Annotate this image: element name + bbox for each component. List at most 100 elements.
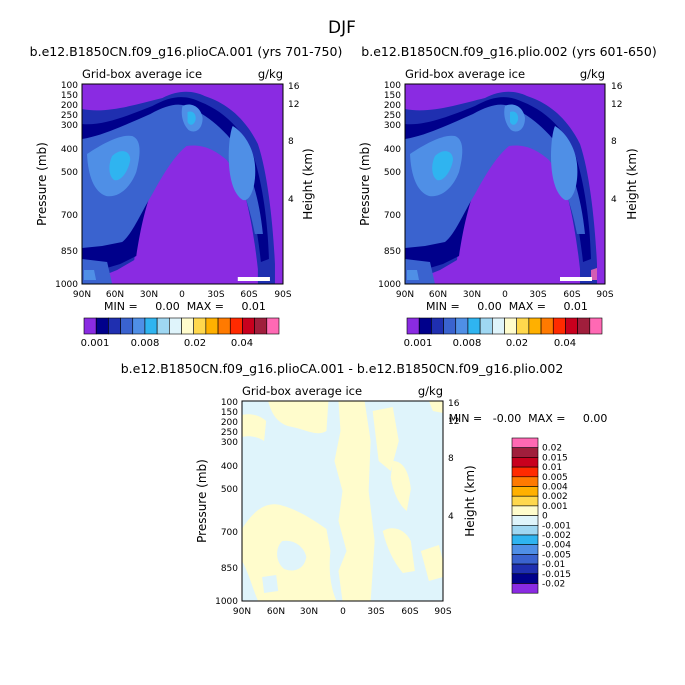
panel-plio: b.e12.B1850CN.f09_g16.plio.002 (yrs 601-… (358, 44, 657, 349)
x-tick: 0 (502, 290, 508, 300)
min-max-stats: MIN = -0.00 MAX = 0.00 (449, 412, 608, 425)
y-axis-right-label: Height (km) (463, 465, 477, 536)
colorbar-label: -0.01 (542, 560, 565, 570)
panel-subtitle: Grid-box average ice (82, 67, 202, 81)
colorbar-swatch (511, 466, 539, 478)
colorbar-swatch (504, 317, 517, 335)
colorbar-label: -0.004 (542, 541, 571, 551)
y-tick: 100 (384, 81, 401, 91)
x-tick: 60S (563, 290, 580, 300)
y-tick: 300 (384, 121, 401, 131)
x-tick: 0 (340, 607, 346, 617)
colorbar-swatch (511, 573, 539, 584)
colorbar-swatch (511, 515, 539, 526)
y-tick: 400 (61, 145, 78, 155)
colorbar-swatch (511, 437, 539, 448)
x-tick: 60N (106, 290, 124, 300)
colorbar-label: 0.04 (554, 338, 576, 349)
y-axis-label: Pressure (mb) (35, 142, 49, 226)
x-tick: 0 (179, 290, 185, 300)
colorbar-labels: 0.020.0150.010.0050.0040.0020.0010-0.001… (542, 444, 571, 590)
colorbar-label: 0.005 (542, 473, 568, 483)
y-tick: 850 (384, 247, 401, 257)
colorbar-label: 0.01 (542, 463, 562, 473)
colorbar-swatch (144, 317, 158, 335)
colorbar-swatch (511, 563, 539, 575)
colorbar-label: 0.001 (404, 338, 433, 349)
x-tick: 90N (73, 290, 91, 300)
panel-difference: b.e12.B1850CN.f09_g16.plioCA.001 - b.e12… (121, 361, 608, 617)
colorbar-swatch (120, 317, 134, 335)
colorbar-labels: 0.001 0.008 0.02 0.04 (404, 338, 576, 349)
panel-title: b.e12.B1850CN.f09_g16.plioCA.001 (yrs 70… (30, 44, 343, 59)
height-tick: 8 (288, 137, 294, 147)
plot-frame (81, 83, 284, 285)
x-tick: 30S (207, 290, 224, 300)
colorbar-label: -0.02 (542, 580, 565, 590)
colorbar-swatch (132, 317, 146, 335)
y-tick: 700 (221, 528, 238, 538)
colorbar-label: -0.001 (542, 521, 571, 531)
y-axis-right-label: Height (km) (301, 148, 315, 219)
colorbar (83, 317, 280, 335)
colorbar-swatch (577, 317, 591, 335)
colorbar-labels: 0.001 0.008 0.02 0.04 (81, 338, 253, 349)
y-tick: 150 (221, 408, 238, 418)
colorbar-swatch (511, 486, 539, 497)
panel-units: g/kg (258, 67, 283, 81)
colorbar-label: 0.015 (542, 453, 568, 463)
colorbar-swatch (528, 317, 542, 335)
min-max-stats: MIN = 0.00 MAX = 0.01 (426, 300, 588, 313)
y-tick: 400 (384, 145, 401, 155)
colorbar-label: 0.004 (542, 483, 568, 493)
y-tick: 700 (384, 211, 401, 221)
y-tick: 250 (384, 111, 401, 121)
panel-plioCA: b.e12.B1850CN.f09_g16.plioCA.001 (yrs 70… (30, 44, 343, 349)
height-tick: 16 (288, 82, 300, 92)
y-tick: 700 (61, 211, 78, 221)
colorbar-swatch (169, 317, 182, 335)
height-tick: 4 (448, 512, 454, 522)
y-tick: 150 (61, 91, 78, 101)
colorbar-label: -0.005 (542, 550, 571, 560)
y-tick: 150 (384, 91, 401, 101)
colorbar-label: -0.002 (542, 531, 571, 541)
y-tick: 250 (221, 428, 238, 438)
height-tick: 8 (448, 454, 454, 464)
panel-title: b.e12.B1850CN.f09_g16.plioCA.001 - b.e12… (121, 361, 564, 376)
height-axis: 16 12 8 4 (611, 82, 623, 205)
colorbar-swatch (479, 317, 493, 335)
colorbar-swatch (229, 317, 243, 335)
colorbar-swatch (552, 317, 566, 335)
colorbar-swatch (193, 317, 207, 335)
plot-frame (404, 83, 606, 285)
y-tick: 1000 (215, 597, 238, 607)
plot-frame (241, 400, 444, 602)
colorbar-label: 0.02 (184, 338, 206, 349)
height-tick: 16 (448, 399, 460, 409)
colorbar-label: 0.02 (506, 338, 528, 349)
height-tick: 4 (611, 195, 617, 205)
colorbar-swatch (156, 317, 170, 335)
colorbar-swatch (511, 476, 539, 487)
x-tick: 60N (429, 290, 447, 300)
x-tick: 90N (396, 290, 414, 300)
y-axis-label: Pressure (mb) (195, 459, 209, 543)
panel-title: b.e12.B1850CN.f09_g16.plio.002 (yrs 601-… (361, 44, 656, 59)
figure-title: DJF (328, 18, 356, 38)
height-tick: 12 (448, 417, 459, 427)
colorbar-swatch (565, 317, 578, 335)
colorbar-swatch (443, 317, 457, 335)
y-tick: 300 (221, 438, 238, 448)
colorbar-swatch (511, 495, 539, 507)
latitude-axis: 90N 60N 30N 0 30S 60S 90S (233, 607, 452, 617)
colorbar-label: 0.04 (231, 338, 253, 349)
panel-subtitle: Grid-box average ice (242, 384, 362, 398)
y-tick: 300 (61, 121, 78, 131)
colorbar-swatch (217, 317, 231, 335)
contour-field (242, 401, 443, 601)
y-tick: 200 (384, 101, 401, 111)
colorbar-swatch (589, 317, 603, 335)
x-tick: 90N (233, 607, 251, 617)
colorbar-swatch (406, 317, 420, 335)
